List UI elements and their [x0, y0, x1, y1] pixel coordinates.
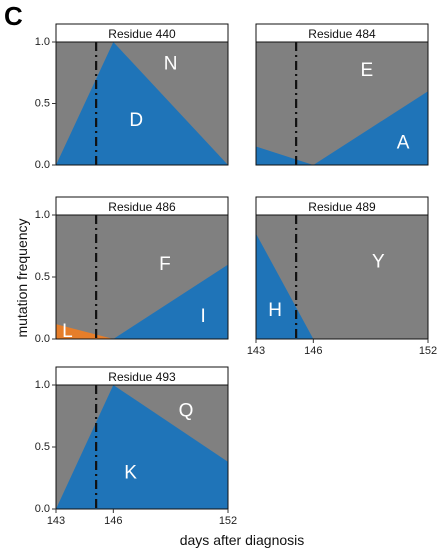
facet-panel: Y H Residue 489 143 146 152: [247, 196, 437, 357]
strip-box: [55, 196, 229, 216]
facet-panel: F I L Residue 486 0.0 0.5 1.0: [35, 196, 229, 345]
area-label: Q: [179, 401, 194, 422]
y-tick-label: 0.5: [35, 98, 50, 110]
y-tick-label: 1.0: [35, 36, 50, 48]
area-label: L: [62, 321, 73, 342]
x-axis-title: days after diagnosis: [180, 532, 305, 548]
y-tick-label: 0.0: [35, 333, 50, 345]
area-label: E: [361, 60, 374, 81]
y-axis-title: mutation frequency: [14, 218, 30, 337]
y-tick-label: 0.5: [35, 271, 50, 283]
y-tick-label: 0.0: [35, 159, 50, 171]
strip-title: Residue 486: [108, 200, 176, 214]
panel-letter: C: [4, 1, 23, 31]
x-tick-label: 146: [104, 515, 122, 527]
strip-box: [55, 23, 229, 43]
x-tick-label: 146: [304, 345, 322, 357]
area-A: [256, 91, 428, 165]
strip-box: [55, 366, 229, 386]
area-I: [113, 264, 228, 339]
area-label: Y: [372, 252, 385, 273]
area-D: [56, 42, 228, 165]
area-L: [56, 324, 114, 339]
area-label: H: [268, 300, 282, 321]
strip-title: Residue 489: [308, 200, 376, 214]
facet-panel: N D Residue 440 0.0 0.5 1.0: [35, 23, 229, 171]
area-label: D: [129, 110, 143, 131]
strip-title: Residue 493: [108, 370, 176, 384]
area-label: K: [124, 463, 137, 484]
y-tick-label: 1.0: [35, 379, 50, 391]
y-tick-label: 1.0: [35, 209, 50, 221]
y-tick-label: 0.0: [35, 503, 50, 515]
area-label: A: [397, 132, 410, 153]
facet-panel: Q K Residue 493 0.0 0.5 1.0 143 146 152: [35, 366, 237, 527]
x-tick-label: 143: [47, 515, 65, 527]
facet-grid: N D Residue 440 0.0 0.5 1.0 E A Residue 484 F I L Re…: [35, 23, 437, 527]
area-label: F: [159, 254, 171, 275]
area-H: [256, 233, 314, 339]
strip-title: Residue 440: [108, 27, 176, 41]
x-tick-label: 152: [219, 515, 237, 527]
y-tick-label: 0.5: [35, 441, 50, 453]
area-K: [56, 385, 228, 509]
x-tick-label: 143: [247, 345, 265, 357]
strip-title: Residue 484: [308, 27, 376, 41]
area-label: N: [164, 54, 178, 75]
x-tick-label: 152: [419, 345, 437, 357]
strip-box: [255, 196, 429, 216]
strip-box: [255, 23, 429, 43]
area-label: I: [201, 306, 206, 327]
facet-panel: E A Residue 484: [255, 23, 429, 166]
